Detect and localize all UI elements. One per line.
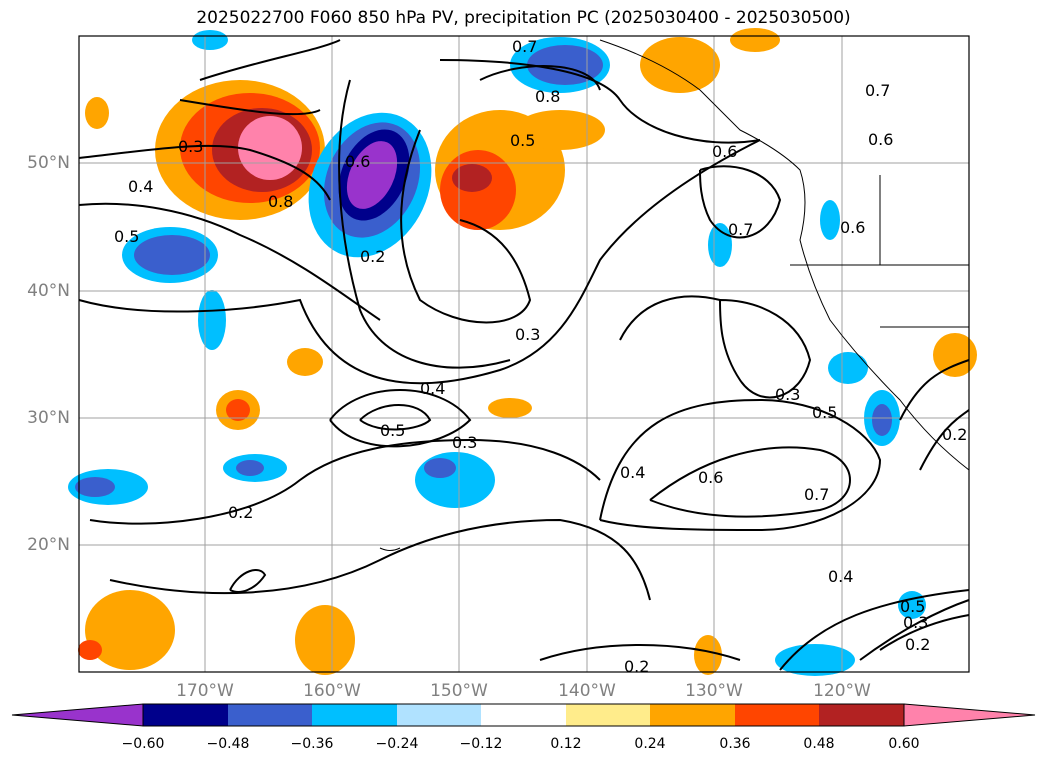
lon-label: 140°W bbox=[558, 681, 616, 701]
colorbar-tick: −0.48 bbox=[206, 736, 250, 752]
pv-contours bbox=[78, 39, 970, 671]
contour-label: 0.4 bbox=[828, 567, 853, 586]
contour-label: 0.5 bbox=[114, 227, 139, 246]
contour-label: 0.7 bbox=[728, 220, 753, 239]
contour-label: 0.3 bbox=[515, 325, 540, 344]
lon-label: 120°W bbox=[813, 681, 871, 701]
colorbar-bin bbox=[819, 704, 904, 726]
colorbar-extend-min bbox=[11, 703, 144, 727]
colorbar-bin bbox=[228, 704, 312, 726]
contour-label: 0.5 bbox=[812, 403, 837, 422]
contour-label: 0.6 bbox=[868, 130, 893, 149]
contour-label: 0.3 bbox=[178, 137, 203, 156]
colorbar-tick: −0.24 bbox=[375, 736, 419, 752]
contour-label: 0.3 bbox=[452, 433, 477, 452]
colorbar-bin bbox=[312, 704, 397, 726]
lat-label: 20°N bbox=[27, 535, 70, 555]
colorbar-bin bbox=[143, 704, 228, 726]
contour-label: 0.3 bbox=[775, 385, 800, 404]
colorbar-tick: 0.36 bbox=[719, 736, 751, 752]
contour-label: 0.7 bbox=[804, 485, 829, 504]
colorbar-bin bbox=[650, 704, 735, 726]
contour-label: 0.6 bbox=[712, 142, 737, 161]
contour-label: 0.2 bbox=[905, 635, 930, 654]
contour-label: 0.8 bbox=[268, 192, 293, 211]
colorbar-tick: 0.48 bbox=[803, 736, 835, 752]
contour-label: 0.7 bbox=[865, 81, 890, 100]
colorbar-outline bbox=[142, 703, 905, 727]
lon-label: 130°W bbox=[685, 681, 743, 701]
contour-label: 0.2 bbox=[228, 503, 253, 522]
map-border bbox=[78, 35, 970, 673]
contour-label: 0.5 bbox=[380, 421, 405, 440]
colorbar-bin bbox=[566, 704, 650, 726]
contour-label: 0.6 bbox=[345, 152, 370, 171]
colorbar-extend-max bbox=[903, 703, 1036, 727]
contour-label: 0.2 bbox=[624, 657, 649, 676]
lat-label: 30°N bbox=[27, 408, 70, 428]
colorbar bbox=[11, 703, 1036, 727]
contour-label: 0.6 bbox=[840, 218, 865, 237]
colorbar-tick: −0.60 bbox=[121, 736, 165, 752]
contour-label: 0.4 bbox=[128, 177, 153, 196]
colorbar-tick: −0.36 bbox=[290, 736, 334, 752]
map-title: 2025022700 F060 850 hPa PV, precipitatio… bbox=[196, 8, 851, 28]
coastlines bbox=[379, 39, 970, 551]
contour-label: 0.7 bbox=[512, 37, 537, 56]
lon-label: 150°W bbox=[430, 681, 488, 701]
contour-label: 0.3 bbox=[903, 613, 928, 632]
lat-label: 40°N bbox=[27, 281, 70, 301]
contour-label: 0.4 bbox=[620, 463, 645, 482]
contour-label: 0.5 bbox=[900, 597, 925, 616]
lon-label: 160°W bbox=[303, 681, 361, 701]
contour-label: 0.5 bbox=[510, 131, 535, 150]
colorbar-tick: −0.12 bbox=[459, 736, 503, 752]
contour-label: 0.6 bbox=[698, 468, 723, 487]
contour-label-group: 0.7 0.8 0.5 0.6 0.4 0.3 0.2 0.5 0.6 0.8 … bbox=[114, 37, 967, 676]
colorbar-bin bbox=[735, 704, 819, 726]
contour-label: 0.8 bbox=[535, 87, 560, 106]
colorbar-bin bbox=[481, 704, 566, 726]
colorbar-bin bbox=[397, 704, 481, 726]
lon-label: 170°W bbox=[176, 681, 234, 701]
contour-label: 0.2 bbox=[942, 425, 967, 444]
map-gridlines bbox=[79, 36, 969, 672]
colorbar-tick: 0.24 bbox=[634, 736, 666, 752]
contour-label: 0.2 bbox=[360, 247, 385, 266]
colorbar-tick: 0.60 bbox=[888, 736, 920, 752]
contour-label: 0.4 bbox=[420, 379, 445, 398]
colorbar-tick: 0.12 bbox=[550, 736, 582, 752]
lat-label: 50°N bbox=[27, 153, 70, 173]
